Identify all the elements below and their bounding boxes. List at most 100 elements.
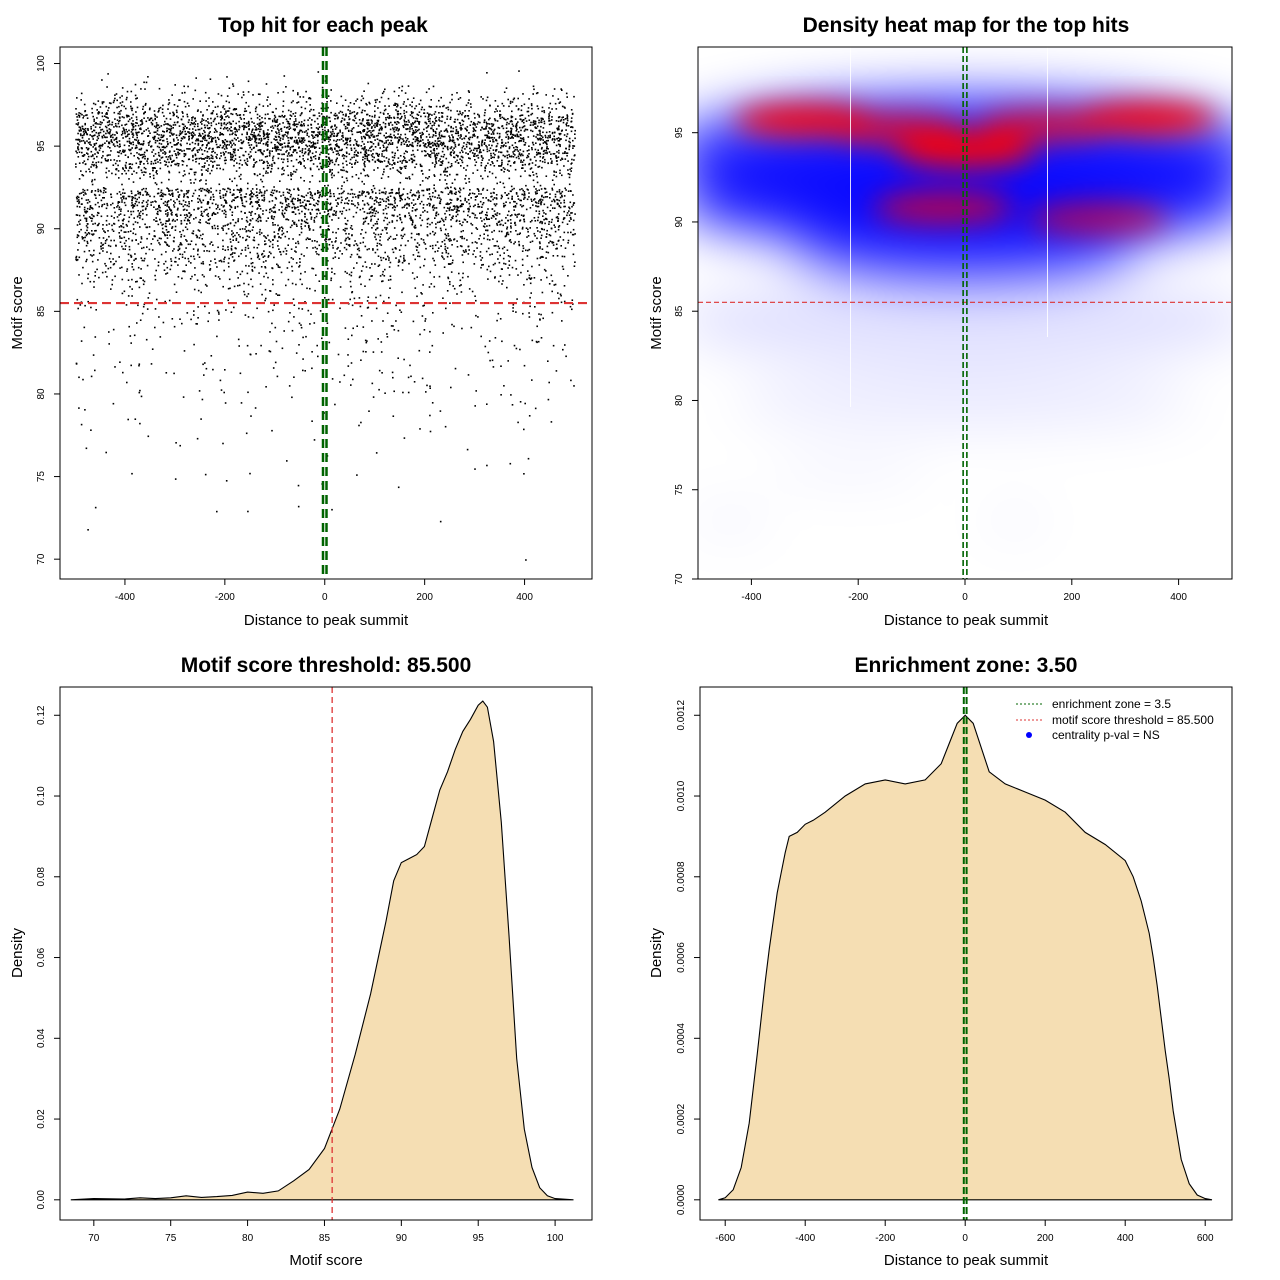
scatter-point <box>376 201 378 203</box>
scatter-point <box>247 105 250 108</box>
scatter-point <box>387 113 389 115</box>
scatter-point <box>167 188 170 190</box>
scatter-point <box>385 212 388 215</box>
scatter-point <box>343 143 346 146</box>
scatter-point <box>256 117 259 119</box>
scatter-point <box>203 275 205 278</box>
scatter-point <box>160 221 162 224</box>
scatter-point <box>146 149 148 152</box>
scatter-point <box>227 129 229 132</box>
scatter-point <box>158 87 161 90</box>
scatter-point <box>304 225 306 227</box>
scatter-point <box>139 241 142 243</box>
scatter-point <box>515 105 518 107</box>
scatter-point <box>134 194 136 197</box>
scatter-point <box>173 204 175 206</box>
scatter-point <box>364 195 367 198</box>
scatter-point <box>503 170 505 173</box>
scatter-point <box>381 141 384 143</box>
scatter-point <box>188 128 191 130</box>
scatter-point <box>125 161 127 164</box>
scatter-point <box>367 154 369 156</box>
scatter-point <box>568 144 571 146</box>
scatter-point <box>422 133 424 135</box>
scatter-point <box>566 214 568 217</box>
scatter-point <box>396 219 398 222</box>
scatter-point <box>477 188 480 191</box>
scatter-point <box>313 136 316 139</box>
scatter-point <box>506 154 508 157</box>
scatter-point <box>510 185 513 188</box>
scatter-point <box>216 146 219 149</box>
scatter-point <box>560 138 562 140</box>
scatter-point <box>303 207 306 209</box>
scatter-point <box>446 130 448 132</box>
scatter-point <box>103 197 105 199</box>
scatter-point <box>168 171 171 174</box>
scatter-point <box>333 210 336 212</box>
scatter-point <box>181 92 184 94</box>
scatter-point <box>552 198 555 201</box>
scatter-point <box>270 141 273 144</box>
scatter-point <box>474 295 476 297</box>
scatter-point <box>307 128 309 131</box>
scatter-point <box>90 239 92 242</box>
scatter-point <box>208 97 210 99</box>
scatter-point <box>461 205 463 207</box>
scatter-point <box>362 147 364 150</box>
scatter-point <box>488 239 491 241</box>
scatter-point <box>91 107 93 110</box>
scatter-point <box>359 305 362 308</box>
scatter-point <box>468 202 471 205</box>
scatter-point <box>542 142 545 144</box>
scatter-point <box>459 151 461 154</box>
scatter-point <box>318 196 320 199</box>
scatter-point <box>116 192 119 195</box>
scatter-point <box>104 191 107 193</box>
scatter-point <box>261 159 263 161</box>
scatter-point <box>462 210 465 213</box>
scatter-point <box>377 158 380 161</box>
scatter-point <box>264 243 266 246</box>
scatter-point <box>137 304 139 307</box>
scatter-point <box>204 362 206 364</box>
scatter-point <box>183 153 186 155</box>
scatter-point <box>178 171 181 174</box>
scatter-point <box>86 240 89 243</box>
scatter-point <box>297 505 300 508</box>
scatter-point <box>234 252 236 254</box>
scatter-point <box>244 228 246 230</box>
scatter-point <box>543 228 545 231</box>
scatter-point <box>529 277 531 280</box>
scatter-point <box>426 234 429 236</box>
scatter-point <box>423 304 425 307</box>
scatter-point <box>166 237 169 239</box>
scatter-point <box>522 140 525 143</box>
scatter-point <box>500 147 502 149</box>
scatter-point <box>179 149 181 151</box>
scatter-point <box>507 160 510 163</box>
scatter-point <box>541 166 543 169</box>
scatter-point <box>328 228 330 231</box>
scatter-point <box>335 153 338 156</box>
scatter-point <box>181 322 183 325</box>
scatter-point <box>548 283 551 285</box>
scatter-point <box>310 192 312 194</box>
scatter-point <box>413 277 416 280</box>
scatter-point <box>219 192 221 194</box>
scatter-point <box>397 261 400 263</box>
scatter-point <box>557 127 560 129</box>
scatter-point <box>277 92 279 94</box>
scatter-point <box>131 266 134 268</box>
scatter-point <box>192 116 194 118</box>
scatter-point <box>281 143 283 146</box>
scatter-point <box>447 235 450 237</box>
scatter-point <box>480 212 483 214</box>
scatter-point <box>492 132 495 135</box>
scatter-point <box>83 326 86 329</box>
scatter-point <box>425 247 427 250</box>
scatter-point <box>464 148 466 150</box>
scatter-point <box>178 194 181 196</box>
scatter-point <box>350 362 353 364</box>
scatter-point <box>378 388 380 391</box>
